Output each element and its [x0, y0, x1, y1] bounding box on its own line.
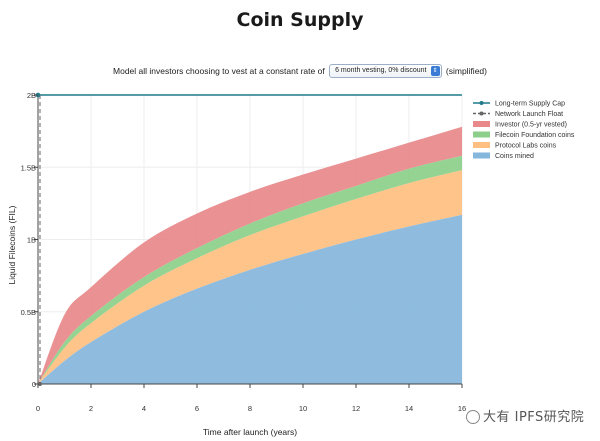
- area-investor-0-5-yr-vested: [38, 126, 462, 384]
- x-tick-label: 12: [352, 404, 360, 413]
- legend-label: Protocol Labs coins: [495, 143, 557, 150]
- page-title: Coin Supply: [236, 9, 364, 31]
- launch-float-marker: [38, 382, 42, 386]
- y-axis-label: Liquid Filecoins (FIL): [7, 205, 17, 284]
- legend-marker: [479, 111, 484, 116]
- legend-label: Coins mined: [495, 153, 534, 160]
- wechat-logo-icon: [466, 409, 480, 424]
- legend-swatch: [473, 121, 490, 127]
- legend-label: Network Launch Float: [495, 111, 563, 118]
- area-protocol-labs-coins: [38, 170, 462, 384]
- vesting-control-row: Model all investors choosing to vest at …: [0, 64, 600, 78]
- area-coins-mined: [38, 214, 462, 384]
- x-tick-label: 6: [195, 404, 199, 413]
- watermark-text: 大有 IPFS研究院: [483, 410, 585, 425]
- y-tick-label: 0.5B: [21, 308, 36, 317]
- x-tick-label: 16: [458, 404, 466, 413]
- legend-label: Investor (0.5-yr vested): [495, 122, 567, 129]
- y-tick-label: 1B: [27, 236, 36, 245]
- chevron-updown-icon: ⇕: [430, 66, 440, 76]
- legend-label: Long-term Supply Cap: [495, 101, 565, 108]
- x-tick-label: 4: [142, 404, 146, 413]
- y-tick-label: 1.5B: [21, 163, 36, 172]
- x-axis-label: Time after launch (years): [203, 427, 297, 437]
- x-tick-label: 8: [248, 404, 252, 413]
- y-tick-label: 2B: [27, 91, 36, 100]
- vesting-prefix-label: Model all investors choosing to vest at …: [113, 66, 325, 76]
- legend-label: Filecoin Foundation coins: [495, 132, 575, 139]
- watermark: 大有 IPFS研究院: [466, 406, 584, 425]
- x-tick-label: 0: [36, 404, 40, 413]
- legend-swatch: [473, 142, 490, 148]
- x-tick-label: 14: [405, 404, 413, 413]
- legend-swatch: [473, 152, 490, 159]
- legend-swatch: [473, 131, 490, 138]
- chart-legend: Long-term Supply Cap Network Launch Float…: [473, 101, 575, 160]
- area-filecoin-foundation-coins: [38, 155, 462, 384]
- vesting-suffix-label: (simplified): [445, 66, 487, 76]
- legend-marker: [479, 101, 484, 105]
- y-tick-label: 0: [32, 380, 36, 389]
- vesting-select-value: 6 month vesting, 0% discount: [335, 67, 427, 74]
- vesting-select[interactable]: 6 month vesting, 0% discount ⇕: [329, 64, 442, 78]
- chart-areas: [38, 126, 462, 384]
- axis-ticks: 0 2 4 6 8 10 12 14 16 0 0.5B 1B 1.5B 2B: [21, 91, 467, 413]
- x-tick-label: 10: [299, 404, 307, 413]
- x-tick-label: 2: [89, 404, 93, 413]
- reference-lines: [35, 92, 462, 386]
